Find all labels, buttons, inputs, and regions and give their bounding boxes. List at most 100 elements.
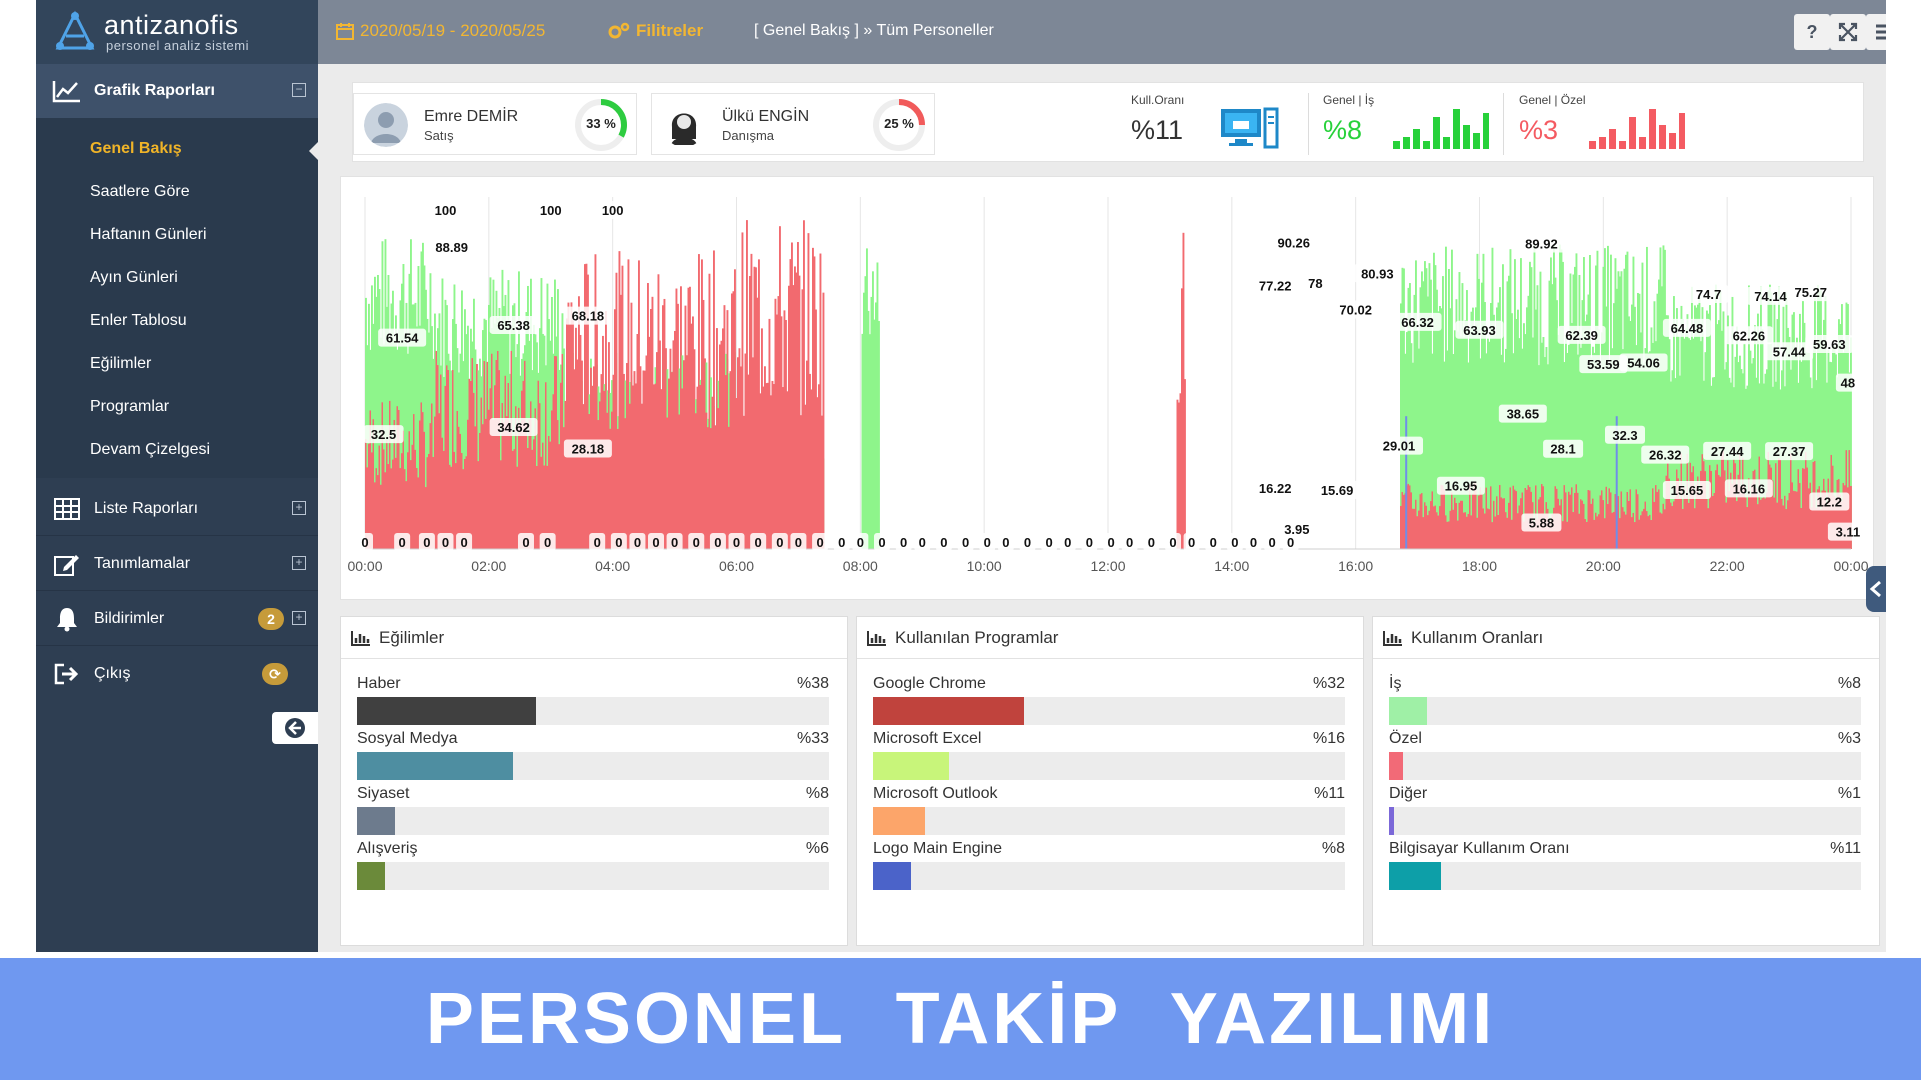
private-activity-bar <box>1182 232 1185 550</box>
work-activity-bar <box>1767 290 1770 549</box>
work-activity-bar <box>1554 277 1557 549</box>
private-activity-bar <box>707 427 709 549</box>
private-activity-bar <box>410 460 412 549</box>
private-activity-bar <box>548 435 550 549</box>
private-activity-bar <box>723 305 726 549</box>
submenu-item-enler-tablosu[interactable]: Enler Tablosu <box>90 312 187 329</box>
sidebar-collapse-button[interactable] <box>272 712 318 744</box>
private-activity-bar <box>699 385 702 549</box>
private-activity-bar <box>1494 516 1497 549</box>
progress-row: Diğer %1 <box>1389 785 1861 835</box>
work-activity-bar <box>1682 318 1684 549</box>
work-activity-bar <box>875 302 877 549</box>
submenu-item-genel-bakis[interactable]: Genel Bakış <box>90 140 182 157</box>
private-activity-bar <box>1421 493 1423 549</box>
filters-button[interactable]: Filitreler <box>608 21 703 41</box>
x-tick-label: 00:00 <box>347 558 382 574</box>
private-activity-bar <box>1740 492 1743 549</box>
logo[interactable]: antizanofis personel analiz sistemi <box>36 0 318 64</box>
submenu-item-devam-cizelgesi[interactable]: Devam Çizelgesi <box>90 441 211 458</box>
work-activity-bar <box>1718 320 1720 549</box>
svg-text:3.95: 3.95 <box>1284 522 1309 537</box>
private-activity-bar <box>1583 503 1585 549</box>
sidebar-section-grafik-raporlari[interactable]: Grafik Raporları − <box>36 64 318 118</box>
menu-button[interactable] <box>1866 14 1886 50</box>
expand-toggle[interactable]: + <box>292 556 306 570</box>
fullscreen-button[interactable] <box>1830 14 1866 50</box>
work-activity-bar <box>404 342 406 549</box>
private-activity-bar <box>776 314 778 549</box>
private-activity-bar <box>1752 470 1755 549</box>
data-label: 16.16 <box>1724 479 1773 498</box>
private-activity-bar <box>420 402 423 549</box>
date-range-picker[interactable]: 2020/05/19 - 2020/05/25 <box>336 21 545 41</box>
svg-text:0: 0 <box>671 535 678 550</box>
submenu-item-programlar[interactable]: Programlar <box>90 398 170 415</box>
progress-label: Bilgisayar Kullanım Oranı <box>1389 840 1570 857</box>
submenu-item-egilimler[interactable]: Eğilimler <box>90 355 152 372</box>
work-activity-bar <box>417 266 420 549</box>
work-activity-bar <box>1562 261 1564 549</box>
private-activity-bar <box>698 254 700 549</box>
private-activity-bar <box>498 370 501 549</box>
work-activity-bar <box>477 370 480 549</box>
work-activity-bar <box>1842 352 1845 549</box>
person-card-ulku-engin[interactable]: Ülkü ENGİN Danışma 25 % <box>651 93 935 155</box>
private-activity-bar <box>677 303 679 549</box>
private-activity-bar <box>1757 504 1759 549</box>
submenu-item-saatlere-gore[interactable]: Saatlere Göre <box>90 183 190 200</box>
expand-toggle[interactable]: + <box>292 611 306 625</box>
data-label: 0 <box>914 533 931 551</box>
work-activity-bar <box>1748 285 1750 549</box>
private-activity-bar <box>554 356 556 549</box>
daily-activity-chart: 00:00 02:00 04:00 06:00 08:00 10:00 12:00 14:00… <box>340 176 1874 600</box>
work-activity-bar <box>1811 388 1813 549</box>
private-activity-bar <box>377 475 379 549</box>
refresh-badge[interactable]: ⟳ <box>262 663 288 685</box>
submenu-item-ayin-gunleri[interactable]: Ayın Günleri <box>90 269 178 286</box>
sidebar-section-tanimlamalar[interactable]: Tanımlamalar + <box>36 537 318 591</box>
private-activity-bar <box>1656 491 1659 549</box>
private-activity-bar <box>570 302 573 549</box>
private-activity-bar <box>755 267 757 549</box>
right-drawer-tab[interactable] <box>1866 566 1886 612</box>
work-activity-bar <box>1635 345 1638 549</box>
private-activity-bar <box>522 380 525 549</box>
top-header: 2020/05/19 - 2020/05/25 Filitreler [ Gen… <box>318 0 1886 64</box>
work-activity-bar <box>1619 276 1621 549</box>
sidebar-section-cikis[interactable]: Çıkış ⟳ <box>36 647 318 701</box>
sidebar-section-label: Tanımlamalar <box>94 555 191 572</box>
private-activity-bar <box>405 481 408 549</box>
private-activity-bar <box>1649 514 1651 549</box>
spark-bar <box>1393 141 1400 149</box>
private-activity-bar <box>1647 516 1650 549</box>
work-activity-bar <box>1403 268 1405 549</box>
sidebar-section-liste-raporlari[interactable]: Liste Raporları + <box>36 482 318 536</box>
private-activity-bar <box>1548 521 1551 549</box>
data-label: 77.22 <box>1251 276 1300 295</box>
work-activity-bar <box>432 358 435 549</box>
private-activity-bar <box>1617 496 1620 549</box>
filters-label: Filitreler <box>636 21 704 40</box>
submenu-item-haftanin-gunleri[interactable]: Haftanın Günleri <box>90 226 207 243</box>
private-activity-bar <box>1707 508 1710 549</box>
private-activity-bar <box>1646 511 1648 549</box>
work-activity-bar <box>1602 266 1605 549</box>
private-activity-bar <box>419 420 421 549</box>
svg-text:0: 0 <box>714 535 721 550</box>
expand-toggle[interactable]: + <box>292 501 306 515</box>
private-activity-bar <box>384 472 387 549</box>
work-activity-bar <box>423 265 426 549</box>
sidebar-section-bildirimler[interactable]: Bildirimler 2 + <box>36 592 318 646</box>
private-activity-bar <box>1844 485 1846 549</box>
svg-text:66.32: 66.32 <box>1401 315 1434 330</box>
svg-text:0: 0 <box>1024 535 1031 550</box>
help-button[interactable]: ? <box>1794 14 1830 50</box>
collapse-toggle[interactable]: − <box>292 83 306 97</box>
work-activity-bar <box>1560 249 1563 550</box>
person-card-emre-demir[interactable]: Emre DEMİR Satış 33 % <box>353 93 637 155</box>
private-activity-bar <box>680 286 682 549</box>
private-activity-bar <box>1836 479 1839 549</box>
data-label: 28.18 <box>563 439 612 458</box>
private-activity-bar <box>1523 521 1525 549</box>
